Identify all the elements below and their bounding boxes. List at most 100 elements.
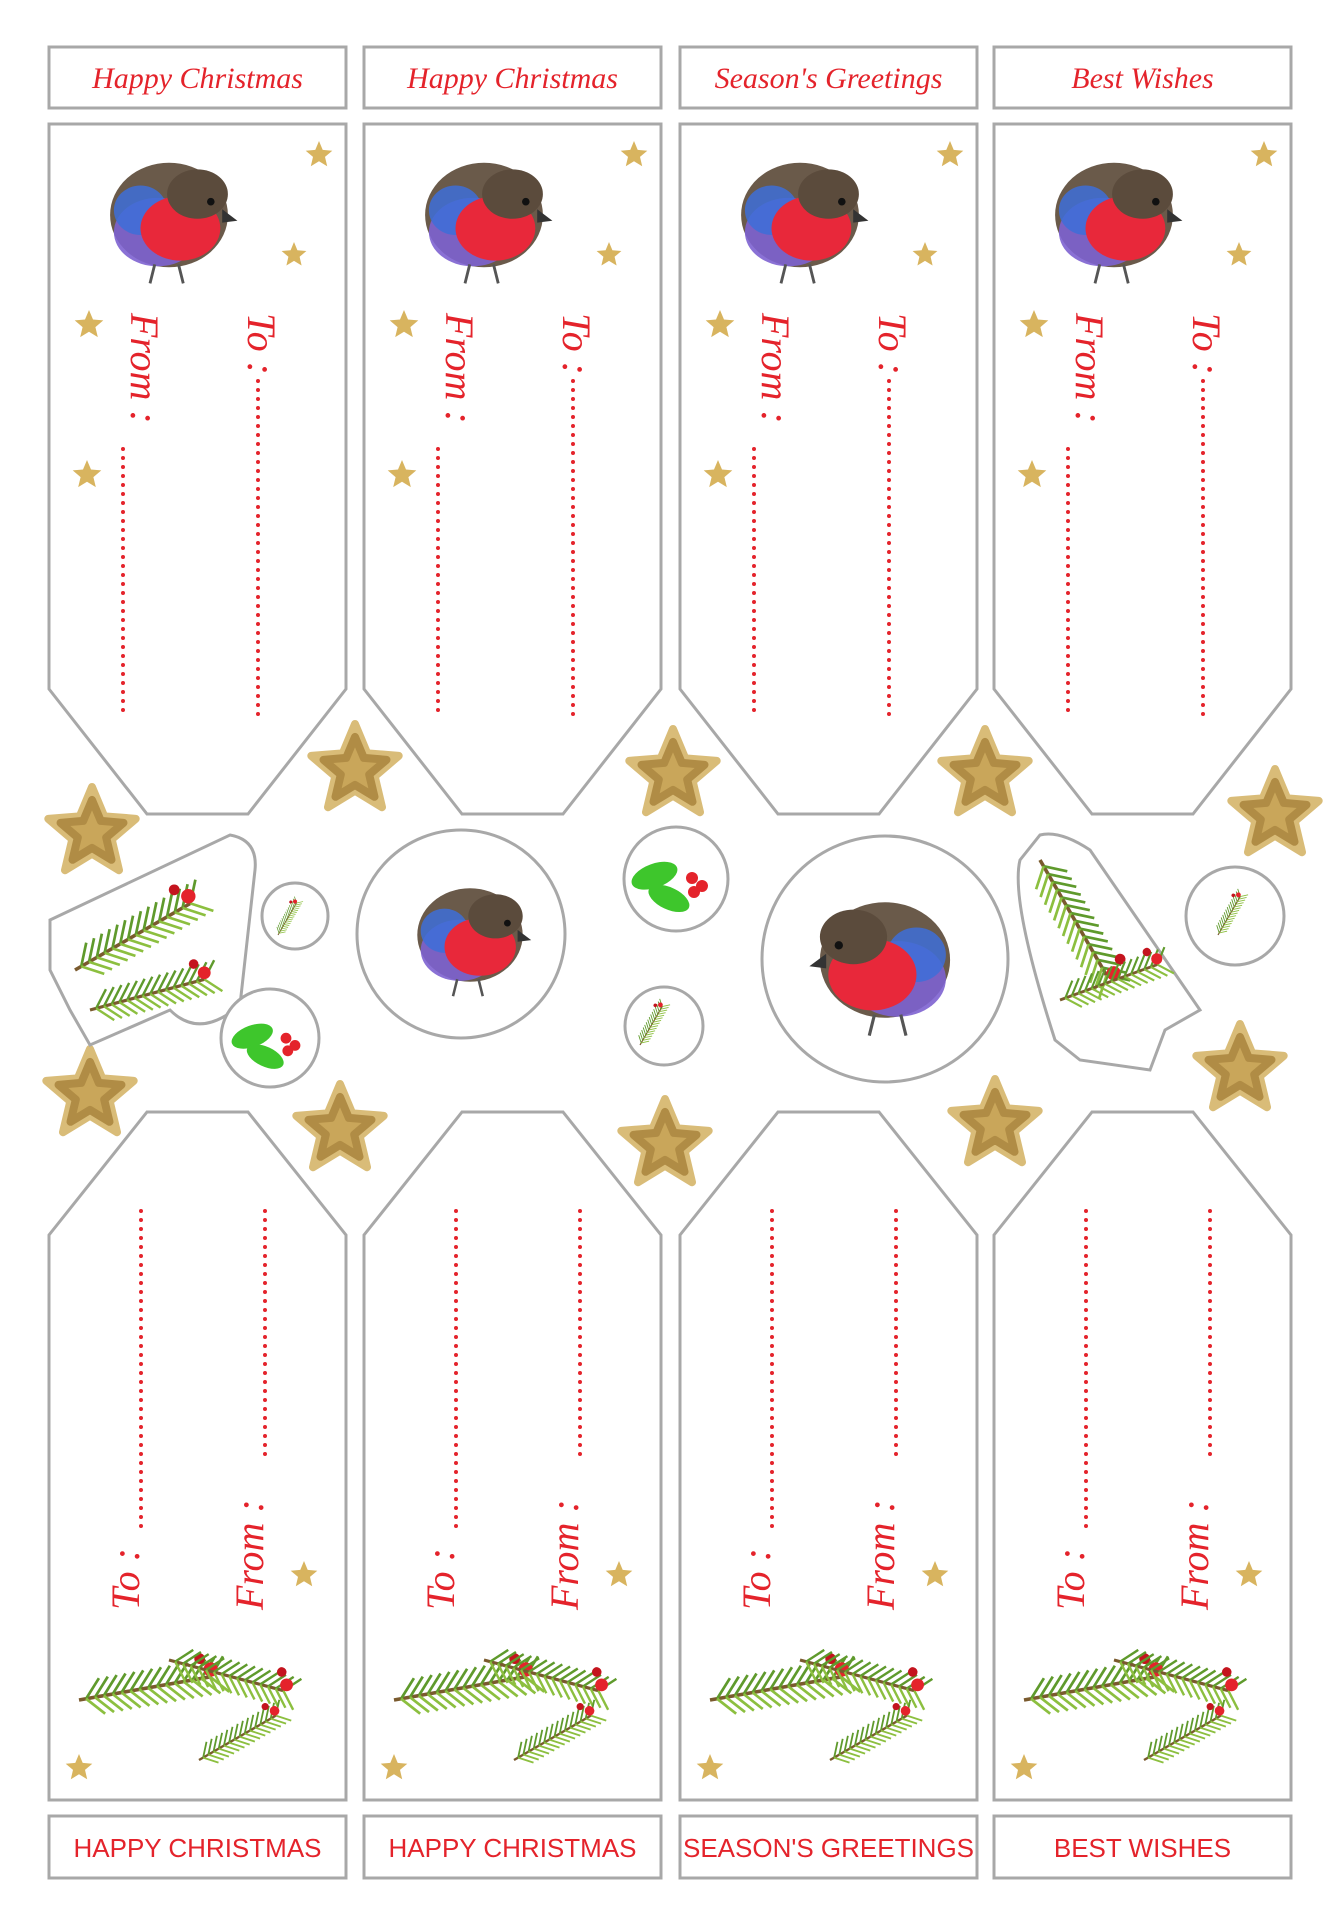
- pine-needle: [1070, 928, 1081, 953]
- pine-needle: [290, 902, 294, 910]
- pine-needle: [1057, 904, 1068, 929]
- berry: [276, 1667, 287, 1677]
- pine-needle: [813, 1680, 835, 1698]
- berry: [1114, 953, 1126, 965]
- robin-eye: [838, 197, 846, 206]
- pine-needle: [585, 1717, 602, 1725]
- robin: [110, 162, 238, 284]
- robin-eye: [504, 919, 511, 927]
- from-text: From :: [858, 1499, 903, 1611]
- pine-needle: [1070, 977, 1080, 997]
- pine-needle: [769, 1688, 791, 1706]
- pine-needle: [118, 1001, 139, 1015]
- pine-needle: [280, 929, 287, 932]
- pine-needle: [147, 1686, 169, 1704]
- pine-needle: [399, 1677, 416, 1700]
- pine-needle: [715, 1677, 732, 1700]
- pine-stem: [1143, 1713, 1223, 1762]
- pine-needle: [164, 969, 177, 991]
- pine-needle: [1158, 1659, 1178, 1674]
- pine-needle: [1127, 1680, 1149, 1698]
- pine-needle: [191, 1678, 213, 1696]
- pine-needle: [517, 1756, 534, 1764]
- pine-stem: [1023, 1674, 1158, 1702]
- pine-branch: [276, 896, 304, 936]
- pine-needle: [239, 1735, 256, 1743]
- pine-needle: [462, 1686, 484, 1704]
- pine-needle: [146, 1666, 163, 1689]
- pine-needle: [1173, 1726, 1179, 1743]
- pine-needle: [1134, 1665, 1147, 1686]
- pine-needle: [851, 1673, 864, 1694]
- pine-needle: [1092, 950, 1118, 959]
- pine-needle: [480, 1683, 501, 1701]
- pine-needle: [197, 1655, 218, 1669]
- from-text: From :: [1067, 312, 1112, 424]
- pine-needle: [1143, 968, 1162, 980]
- pine-needle: [1209, 1705, 1215, 1722]
- pine-needle: [833, 1756, 850, 1764]
- robin-head: [819, 909, 888, 965]
- pine-needle: [259, 1708, 265, 1725]
- pine-needle: [538, 1729, 544, 1746]
- label-text: BEST WISHES: [1054, 1833, 1231, 1863]
- pine-needle: [523, 1753, 539, 1761]
- pine-needle: [1142, 1655, 1163, 1669]
- pine-needle: [251, 1669, 272, 1684]
- pine-needle: [265, 1720, 282, 1728]
- pine-needle: [581, 1685, 594, 1707]
- star: [696, 1754, 724, 1780]
- pine-needle: [512, 1667, 525, 1688]
- pine-stem: [799, 1658, 917, 1693]
- pine-needle: [400, 1697, 422, 1715]
- pine-needle: [890, 1683, 903, 1705]
- label-box: [362, 1814, 663, 1880]
- pine-needle: [102, 1694, 124, 1712]
- pine-needle: [1116, 961, 1126, 980]
- pine-needle: [1079, 943, 1090, 968]
- pine-needle: [207, 1738, 213, 1755]
- pine-needle: [597, 1690, 610, 1711]
- pine-needle: [1231, 899, 1235, 908]
- pine-needle: [769, 1668, 785, 1691]
- pine-needle: [290, 912, 297, 915]
- pine-needle: [543, 1675, 556, 1696]
- star: [620, 141, 648, 167]
- pine-needle: [896, 1720, 913, 1728]
- to-text: To :: [734, 1548, 779, 1610]
- pine-needle: [218, 1747, 235, 1755]
- robin: [417, 888, 532, 997]
- pine-needle: [1222, 914, 1226, 923]
- pine-needle: [1173, 1675, 1186, 1696]
- pine-needle: [223, 1729, 229, 1746]
- badge-star-inner: [949, 737, 1021, 806]
- pine-needle: [103, 1005, 123, 1020]
- pine-needle: [1043, 881, 1054, 906]
- pine-needle: [150, 901, 158, 927]
- pine-needle: [656, 1003, 660, 1012]
- pine-needle: [906, 1714, 923, 1722]
- berry: [1221, 1667, 1232, 1677]
- pine-needle: [653, 1020, 662, 1023]
- pine-needle: [453, 1688, 475, 1706]
- pine-needle: [828, 1655, 849, 1669]
- pine-needle: [558, 1717, 564, 1734]
- pine-needle: [1188, 1717, 1194, 1734]
- pine-needle: [543, 1663, 563, 1678]
- pine-needle: [1110, 980, 1129, 992]
- pine-branch: [829, 1699, 923, 1764]
- pine-needle: [820, 1653, 841, 1667]
- pine-needle: [1056, 888, 1082, 896]
- badge-star-inner: [959, 1087, 1031, 1156]
- pine-needle: [859, 1663, 879, 1678]
- pine-needle: [243, 1717, 249, 1734]
- pine-needle: [188, 982, 208, 997]
- star: [65, 1754, 93, 1780]
- pine-needle: [1220, 917, 1225, 926]
- badge-star-inner: [637, 737, 709, 806]
- pine-needle: [804, 1682, 826, 1700]
- pine-needle: [1097, 968, 1107, 987]
- pine-needle: [1211, 1685, 1224, 1707]
- pine-needle: [238, 1720, 244, 1737]
- pine-needle: [1119, 1648, 1139, 1663]
